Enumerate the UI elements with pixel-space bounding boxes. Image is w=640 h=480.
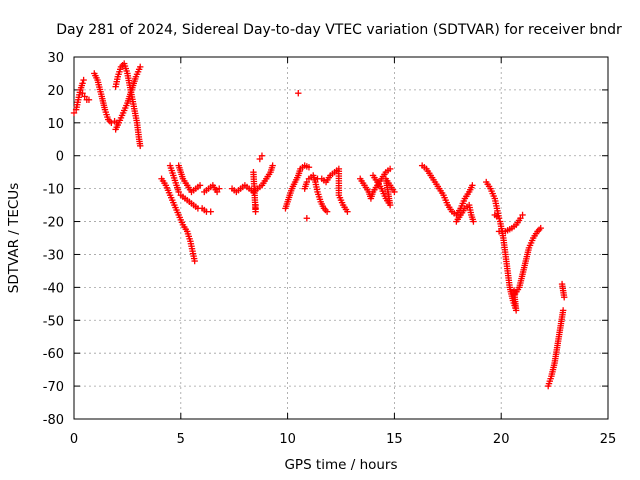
y-tick-label: 30	[47, 51, 64, 66]
data-point	[323, 208, 331, 215]
x-axis-ticks: 0 5 10 15 20 25	[70, 57, 616, 447]
data-point	[491, 211, 498, 219]
y-tick-label: 0	[56, 150, 64, 165]
data-point	[196, 182, 204, 189]
data-point	[85, 96, 93, 103]
data-point	[250, 168, 257, 176]
data-point	[137, 63, 144, 71]
data-point	[470, 218, 477, 225]
data-point	[79, 80, 86, 87]
x-tick-label: 25	[600, 432, 617, 447]
data-point	[81, 93, 88, 100]
y-tick-label: -30	[43, 248, 64, 263]
y-tick-label: 20	[47, 84, 64, 99]
chart-title: Day 281 of 2024, Sidereal Day-to-day VTE…	[56, 22, 622, 38]
data-point	[391, 188, 398, 196]
data-point	[79, 90, 86, 97]
data-point	[191, 257, 198, 265]
y-tick-label: -60	[43, 347, 64, 362]
data-points	[70, 60, 568, 390]
data-point	[216, 185, 223, 192]
data-point	[80, 76, 87, 84]
data-point	[258, 152, 266, 159]
y-tick-label: 10	[47, 117, 64, 132]
data-point	[108, 119, 115, 127]
y-tick-label: -80	[43, 413, 64, 428]
data-point	[344, 208, 351, 215]
y-tick-label: -70	[43, 380, 64, 395]
y-axis-label: SDTVAR / TECUs	[6, 183, 22, 293]
x-tick-label: 20	[493, 432, 510, 447]
x-tick-label: 10	[279, 432, 296, 447]
y-axis-ticks: -80 -70 -60 -50 -40 -30 -20 -10 0 10 20 30	[43, 51, 608, 428]
y-tick-label: -10	[43, 183, 64, 198]
x-tick-label: 5	[177, 432, 185, 447]
y-tick-label: -50	[43, 314, 64, 329]
grid-lines	[74, 57, 608, 419]
data-point	[559, 307, 567, 314]
data-point	[70, 109, 78, 117]
data-point	[175, 188, 182, 196]
data-point	[517, 215, 524, 222]
y-tick-label: -40	[43, 281, 64, 296]
data-point	[213, 188, 221, 196]
data-point	[207, 208, 214, 215]
data-point	[561, 294, 568, 301]
data-point	[303, 215, 311, 222]
data-point	[256, 155, 264, 163]
data-point	[303, 178, 311, 186]
data-point	[469, 182, 476, 189]
x-tick-label: 15	[386, 432, 403, 447]
y-tick-label: -20	[43, 216, 64, 231]
data-point	[269, 162, 276, 169]
data-point	[295, 90, 302, 97]
data-point	[305, 164, 313, 171]
plot-frame	[73, 56, 609, 420]
data-point	[537, 224, 544, 232]
x-tick-label: 0	[70, 432, 78, 447]
data-point	[137, 142, 144, 150]
x-axis-label: GPS time / hours	[284, 457, 397, 473]
data-point	[386, 165, 394, 173]
data-point	[519, 211, 526, 219]
